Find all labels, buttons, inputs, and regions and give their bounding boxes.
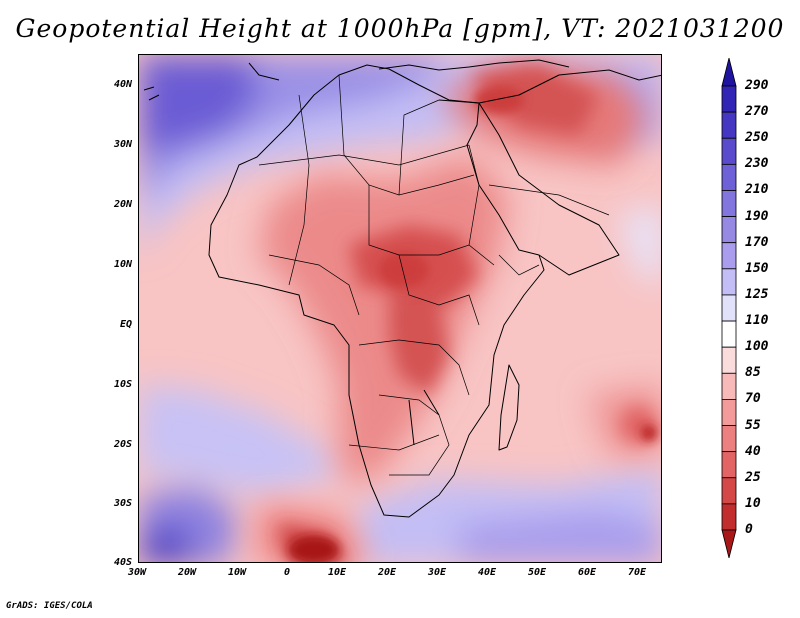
core-lows [289,86,657,562]
lat-label-eq: EQ [119,319,132,330]
lon-label-30e: 30E [427,567,447,578]
grads-credit: GrADS: IGES/COLA [6,601,93,611]
lon-label-50e: 50E [527,567,547,578]
lon-label-10e: 10E [327,567,347,578]
colorbar-label: 210 [745,182,769,198]
colorbar-box [721,425,737,453]
colorbar-label: 270 [745,104,769,120]
colorbar-label: 170 [745,234,769,250]
colorbar-label: 100 [745,339,769,355]
colorbar-box [721,137,737,165]
lon-label-20e: 20E [377,567,397,578]
high-geopotential-regions [139,55,661,562]
colorbar [721,58,737,558]
lat-label-30n: 30N [113,139,132,150]
colorbar-label: 85 [745,365,761,381]
colorbar-label: 190 [745,208,769,224]
lon-label-30w: 30W [127,567,147,578]
colorbar-box [721,190,737,217]
colorbar-label: 10 [745,495,761,511]
colorbar-box [721,111,737,139]
colorbar-box [721,477,737,505]
map-panel [138,54,662,563]
lon-label-0: 0 [283,567,291,578]
colorbar-box [721,242,737,270]
colorbar-box [721,372,737,400]
colorbar-box [721,451,737,479]
map-title: Geopotential Height at 1000hPa [gpm], VT… [15,14,785,43]
colorbar-label: 230 [745,156,769,172]
colorbar-box [721,399,737,426]
geopotential-field-map [139,55,661,562]
lon-label-20w: 20W [177,567,197,578]
lon-label-60e: 60E [577,567,597,578]
colorbar-label: 125 [745,286,769,302]
colorbar-label: 290 [745,78,769,93]
colorbar-label: 25 [745,469,761,485]
colorbar-label: 150 [745,260,769,276]
lat-label-40n: 40N [113,79,132,90]
lat-label-20s: 20S [113,439,132,450]
lon-label-10w: 10W [227,567,247,578]
lon-label-70e: 70E [627,567,647,578]
colorbar-label: 110 [745,313,769,329]
lat-label-20n: 20N [113,199,132,210]
colorbar-bottom-triangle [721,529,737,558]
colorbar-box [721,294,737,322]
colorbar-box [721,216,737,244]
country-borders [258,74,610,476]
coastlines [143,59,661,518]
colorbar-label: 55 [745,417,761,433]
lat-label-10n: 10N [113,259,132,270]
colorbar-label: 250 [745,130,769,146]
colorbar-box [721,268,737,296]
lat-label-40s: 40S [113,557,132,568]
colorbar-top-triangle [721,58,737,87]
colorbar-label: 40 [745,443,761,459]
colorbar-box [721,503,737,531]
colorbar-box [721,320,737,348]
colorbar-box [721,346,737,374]
colorbar-boxes [721,58,737,558]
lon-label-40e: 40E [477,567,497,578]
colorbar-box [721,85,737,113]
lat-label-10s: 10S [113,379,132,390]
colorbar-label: 0 [745,522,753,537]
lat-label-30s: 30S [113,498,132,509]
colorbar-label: 70 [745,391,761,407]
colorbar-box [721,163,737,191]
